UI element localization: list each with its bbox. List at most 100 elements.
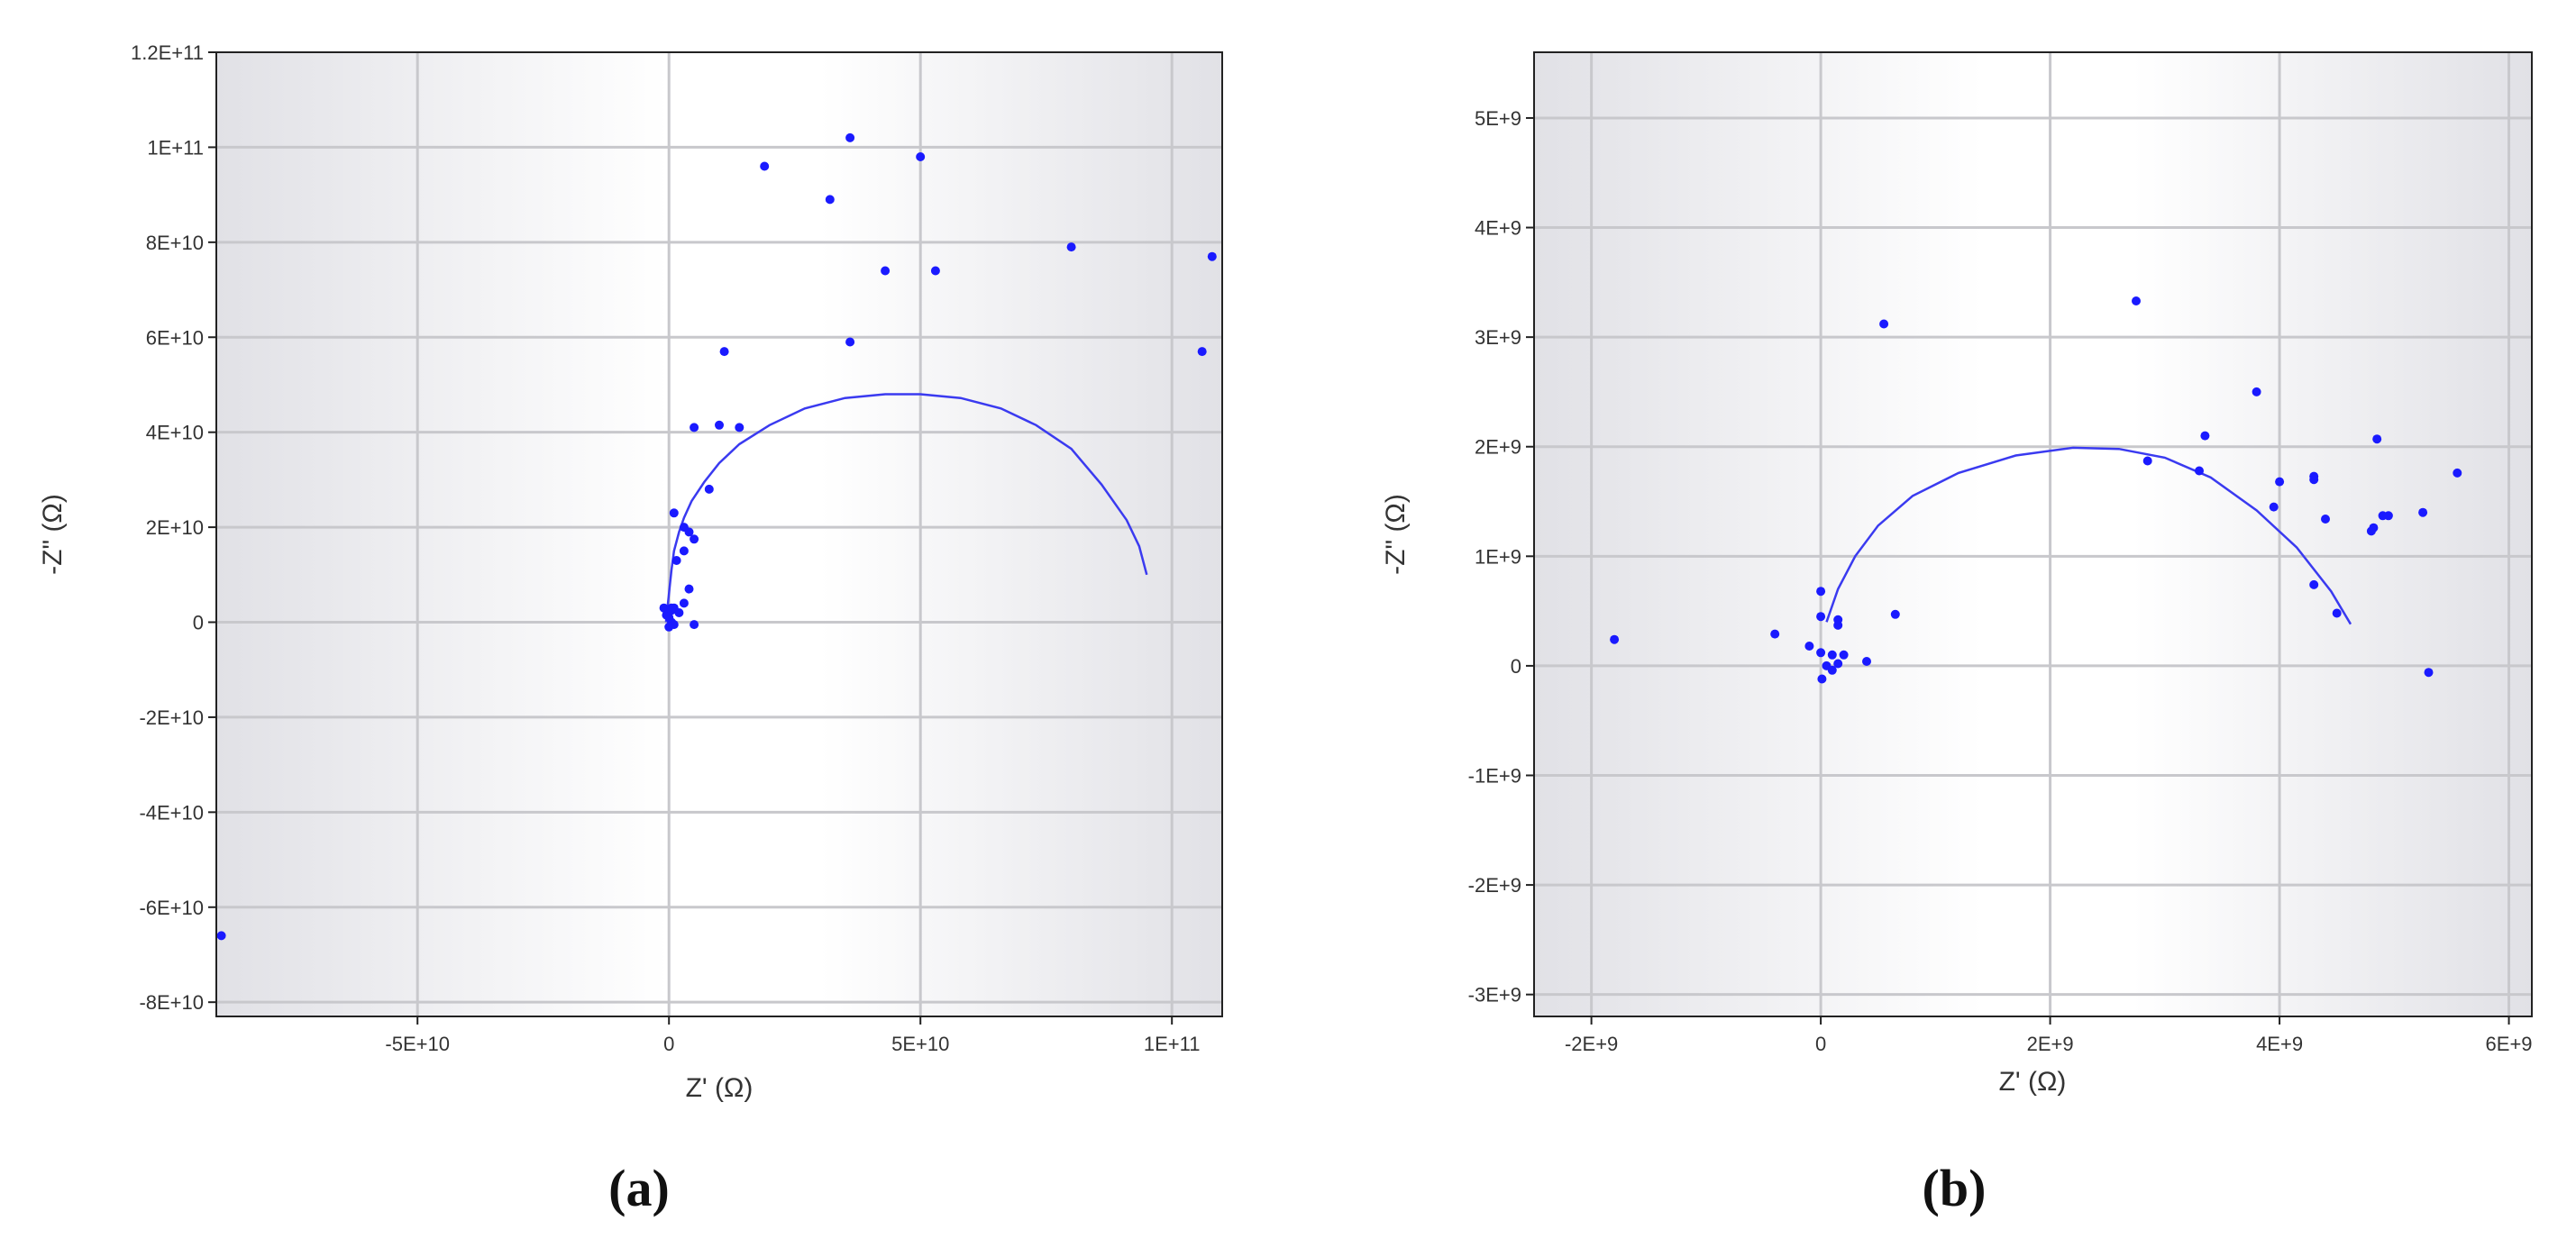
chart-b-data-point xyxy=(1839,650,1849,660)
chart-a-plot-area xyxy=(216,52,1222,1016)
chart-a-x-ticks: -5E+10 0 5E+10 1E+11 xyxy=(385,1016,1201,1055)
chart-a-x-axis-title: Z' (Ω) xyxy=(686,1073,754,1103)
chart-b-data-point xyxy=(2383,511,2393,521)
chart-a-y-tick-label: -6E+10 xyxy=(139,897,204,919)
chart-a-y-ticks: 1.2E+11 1E+11 8E+10 6E+10 4E+10 2E+10 0 -2E+10 -… xyxy=(131,41,216,1014)
chart-a-points-layer xyxy=(216,132,1217,941)
chart-b-y-ticks: 5E+9 4E+9 3E+9 2E+9 1E+9 0 -1E+9 -2E+9 -3E+9 xyxy=(1468,107,1534,1007)
chart-a-data-point xyxy=(719,347,729,357)
chart-a-y-tick-label: 6E+10 xyxy=(146,326,204,349)
chart-b-data-point xyxy=(2195,466,2204,476)
chart-b-data-point xyxy=(1816,648,1826,658)
chart-b-data-point xyxy=(1827,665,1837,675)
chart-b-x-ticks: -2E+9 0 2E+9 4E+9 6E+9 xyxy=(1565,1016,2533,1055)
chart-a-data-point xyxy=(679,546,689,556)
chart-a-y-tick-label: 8E+10 xyxy=(146,232,204,254)
chart-b-frame xyxy=(1533,51,2533,1017)
chart-a-y-axis-title: -Z" (Ω) xyxy=(38,494,68,575)
chart-b-data-point xyxy=(1827,650,1837,660)
chart-a-data-point xyxy=(760,161,770,171)
chart-a-data-point xyxy=(1066,242,1076,252)
chart-b-plot-area xyxy=(1534,52,2532,1016)
chart-b-data-point xyxy=(1879,319,1889,329)
chart-b-x-tick-label: 6E+9 xyxy=(2486,1033,2533,1055)
chart-a-y-tick-label: 4E+10 xyxy=(146,422,204,444)
chart-a-y-tick-label: 2E+10 xyxy=(146,516,204,539)
chart-a-data-point xyxy=(667,606,676,615)
chart-a-y-tick-label: -4E+10 xyxy=(139,801,204,824)
chart-a-data-point xyxy=(664,622,674,632)
chart-a-gridlines xyxy=(216,52,1222,1016)
chart-a-frame xyxy=(215,51,1223,1017)
chart-b-data-point xyxy=(2132,296,2141,305)
chart-a-data-point xyxy=(684,584,694,594)
chart-b-y-axis-title: -Z" (Ω) xyxy=(1381,494,1411,575)
chart-a-y-tick-label: -2E+10 xyxy=(139,706,204,729)
chart-a-data-point xyxy=(930,266,940,276)
chart-b-data-point xyxy=(2269,502,2279,512)
chart-b-data-point xyxy=(1862,657,1871,666)
chart-b-y-tick-label: 4E+9 xyxy=(1475,217,1521,240)
chart-b-data-point xyxy=(1833,620,1843,630)
chart-a-y-tick-label: 1E+11 xyxy=(147,136,204,159)
chart-b-data-point xyxy=(2275,477,2285,487)
chart-a-data-point xyxy=(845,132,855,142)
chart-a-data-point xyxy=(825,195,835,205)
chart-a-x-tick-label: 0 xyxy=(663,1033,674,1055)
chart-a-data-point xyxy=(881,266,891,276)
chart-a-data-point xyxy=(684,527,694,537)
chart-b-data-point xyxy=(1816,612,1826,622)
chart-b-data-point xyxy=(2142,456,2152,466)
chart-b-data-point xyxy=(2321,515,2330,524)
chart-b-y-tick-label: 5E+9 xyxy=(1475,107,1521,130)
chart-b-data-point xyxy=(1804,642,1814,651)
chart-a-data-point xyxy=(671,556,681,565)
chart-a-y-tick-label: 1.2E+11 xyxy=(131,41,204,64)
chart-a-data-point xyxy=(669,508,679,518)
chart-b-data-point xyxy=(2252,387,2261,396)
chart-a-data-point xyxy=(735,423,744,433)
chart-b-data-point xyxy=(2309,579,2319,589)
chart-b-gridlines xyxy=(1534,52,2532,1016)
chart-b-x-tick-label: 0 xyxy=(1815,1033,1826,1055)
chart-b-data-point xyxy=(2418,507,2428,517)
chart-b-data-point xyxy=(2309,475,2319,485)
chart-b-data-point xyxy=(1890,609,1900,619)
chart-a-data-point xyxy=(690,534,699,544)
chart-b-data-point xyxy=(2369,523,2379,533)
chart-b-fit-curve-layer xyxy=(1825,446,2352,625)
chart-a-x-tick-label: 1E+11 xyxy=(1144,1033,1201,1055)
chart-b-y-tick-label: 2E+9 xyxy=(1475,436,1521,459)
chart-a-data-point xyxy=(216,931,226,941)
chart-b-x-tick-label: 4E+9 xyxy=(2256,1033,2303,1055)
chart-b-data-point xyxy=(1610,634,1620,644)
chart-a-data-point xyxy=(679,598,689,608)
chart-b-x-tick-label: -2E+9 xyxy=(1565,1033,1618,1055)
chart-a-data-point xyxy=(1207,251,1217,261)
chart-b-data-point xyxy=(1770,629,1780,639)
chart-a-data-point xyxy=(916,152,926,161)
chart-a-data-point xyxy=(690,423,699,433)
chart-a-data-point xyxy=(704,484,714,494)
chart-b-data-point xyxy=(1816,587,1826,597)
chart-a: -5E+10 0 5E+10 1E+11 1.2E+11 1E+11 8E+10 6E+10… xyxy=(38,41,1223,1217)
chart-b-points-layer xyxy=(1610,296,2462,684)
chart-a-data-point xyxy=(1197,347,1207,357)
chart-b-y-tick-label: 0 xyxy=(1511,655,1521,678)
chart-b-x-tick-label: 2E+9 xyxy=(2027,1033,2074,1055)
chart-a-y-tick-label: 0 xyxy=(193,612,204,634)
chart-b-data-point xyxy=(2200,431,2210,441)
chart-b-y-tick-label: 3E+9 xyxy=(1475,326,1521,349)
chart-b-data-point xyxy=(2424,668,2434,678)
chart-b-y-tick-label: -3E+9 xyxy=(1468,984,1521,1007)
chart-b-data-point xyxy=(1833,659,1843,669)
chart-b-data-point xyxy=(1817,674,1827,684)
chart-a-panel-label: (a) xyxy=(608,1159,670,1217)
chart-a-fit-curve xyxy=(664,393,1148,623)
chart-b-fit-curve xyxy=(1825,446,2352,625)
chart-a-x-tick-label: 5E+10 xyxy=(891,1033,949,1055)
chart-b-data-point xyxy=(2332,608,2342,618)
chart-a-data-point xyxy=(674,608,684,617)
chart-a-data-point xyxy=(715,420,724,430)
chart-b-y-tick-label: -2E+9 xyxy=(1468,874,1521,897)
